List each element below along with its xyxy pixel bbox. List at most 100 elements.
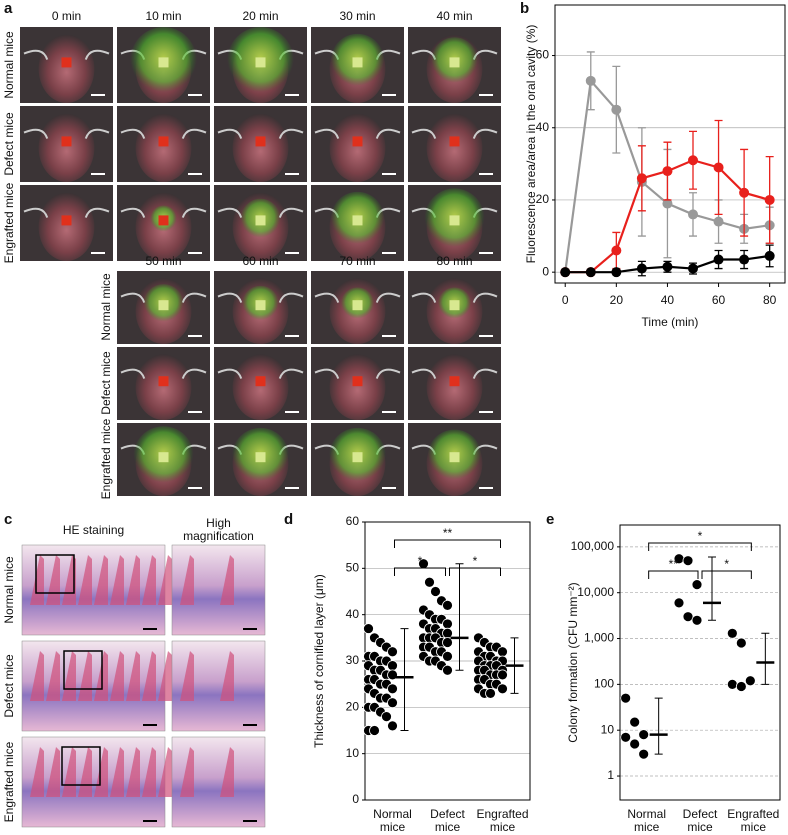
data-point bbox=[739, 254, 750, 265]
photo-retractor bbox=[23, 207, 110, 218]
photo-retractor bbox=[411, 292, 498, 303]
row-label: Engrafted mice bbox=[99, 418, 113, 499]
significance-bracket bbox=[701, 570, 752, 579]
photo-spot bbox=[158, 300, 169, 311]
photo-mouth bbox=[329, 113, 386, 182]
data-point bbox=[387, 646, 398, 658]
data-point bbox=[739, 187, 750, 198]
photo-mouth bbox=[426, 113, 483, 182]
y-tick-label: 40 bbox=[346, 607, 360, 621]
data-point bbox=[636, 173, 647, 184]
time-label: 20 min bbox=[242, 9, 278, 23]
x-tick-label: 40 bbox=[661, 293, 675, 307]
photo-mouth bbox=[426, 354, 483, 420]
photo-spot bbox=[352, 452, 363, 463]
papilla bbox=[158, 651, 172, 701]
data-point bbox=[682, 555, 694, 567]
data-point bbox=[726, 678, 738, 690]
photo-spot bbox=[158, 57, 169, 68]
inset-box bbox=[63, 650, 103, 690]
x-tick-label: Defect mice bbox=[682, 807, 718, 834]
y-tick-label: 20 bbox=[536, 192, 550, 206]
photo-spot bbox=[449, 452, 460, 463]
papilla bbox=[46, 651, 60, 701]
data-point bbox=[442, 600, 453, 611]
data-point bbox=[691, 579, 703, 591]
data-point bbox=[620, 731, 632, 743]
significance-bracket bbox=[449, 567, 501, 576]
inset-box bbox=[35, 554, 75, 594]
y-tick-label: 60 bbox=[536, 48, 550, 62]
papilla bbox=[180, 747, 194, 797]
significance-bracket bbox=[648, 542, 752, 551]
panel-label: c bbox=[4, 511, 12, 528]
data-point bbox=[611, 267, 622, 278]
photo-retractor bbox=[217, 368, 304, 379]
photo-spot bbox=[61, 136, 72, 147]
papilla bbox=[30, 651, 44, 701]
significance-label: ** bbox=[669, 557, 679, 571]
y-tick-label: 60 bbox=[346, 514, 360, 528]
photo-spot bbox=[255, 452, 266, 463]
time-label: 80 min bbox=[436, 254, 472, 268]
data-point bbox=[497, 669, 508, 681]
panel-label: b bbox=[520, 0, 529, 17]
x-tick-label: Normal mice bbox=[373, 807, 412, 834]
photo-mouth bbox=[135, 354, 192, 420]
x-tick-label: 20 bbox=[610, 293, 624, 307]
x-tick-label: Defect mice bbox=[430, 807, 465, 834]
data-point bbox=[497, 683, 508, 695]
data-point bbox=[764, 194, 775, 205]
photo-retractor bbox=[217, 128, 304, 139]
photo-retractor bbox=[314, 368, 401, 379]
data-point bbox=[560, 267, 571, 278]
row-label: Normal mice bbox=[99, 273, 113, 341]
error-bar bbox=[455, 563, 464, 671]
x-tick-label: Engrafted mice bbox=[476, 807, 529, 834]
photo-retractor bbox=[120, 207, 207, 218]
photo-spot bbox=[255, 300, 266, 311]
data-point bbox=[629, 716, 641, 728]
photo-spot bbox=[449, 136, 460, 147]
photo-spot bbox=[61, 57, 72, 68]
plot-frame bbox=[364, 521, 531, 801]
data-point bbox=[611, 104, 622, 115]
x-tick-label: 80 bbox=[763, 293, 777, 307]
y-axis-title: Thickness of cornified layer (μm) bbox=[312, 574, 326, 748]
papilla bbox=[142, 555, 156, 605]
data-point bbox=[363, 623, 374, 634]
significance-label: ** bbox=[443, 526, 453, 540]
photo-spot bbox=[158, 376, 169, 387]
data-point bbox=[662, 166, 673, 177]
photo-mouth bbox=[232, 113, 289, 182]
data-point bbox=[585, 75, 596, 86]
photo-spot bbox=[255, 57, 266, 68]
papilla bbox=[180, 555, 194, 605]
data-point bbox=[387, 697, 398, 709]
data-point bbox=[713, 254, 724, 265]
data-point bbox=[688, 155, 698, 166]
data-point bbox=[629, 738, 641, 750]
inset-box bbox=[61, 746, 101, 786]
photo-retractor bbox=[411, 128, 498, 139]
data-point bbox=[636, 263, 647, 274]
data-point bbox=[744, 675, 756, 687]
photo-mouth bbox=[135, 113, 192, 182]
photo-retractor bbox=[217, 292, 304, 303]
photo-mouth bbox=[38, 113, 95, 182]
significance-label: * bbox=[724, 557, 729, 571]
papilla bbox=[110, 747, 124, 797]
y-tick-label: 30 bbox=[346, 653, 360, 667]
y-tick-label: 50 bbox=[346, 561, 360, 575]
y-tick-label: 1 bbox=[607, 768, 614, 782]
papilla bbox=[220, 651, 234, 701]
photo-spot bbox=[255, 215, 266, 226]
y-tick-label: 100,000 bbox=[571, 539, 615, 553]
data-point bbox=[442, 618, 453, 630]
photo-mouth bbox=[232, 354, 289, 420]
panel-label: a bbox=[4, 0, 13, 17]
photo-spot bbox=[449, 57, 460, 68]
photo-spot bbox=[449, 376, 460, 387]
column-header: HE staining bbox=[62, 523, 125, 537]
photo-spot bbox=[255, 376, 266, 387]
